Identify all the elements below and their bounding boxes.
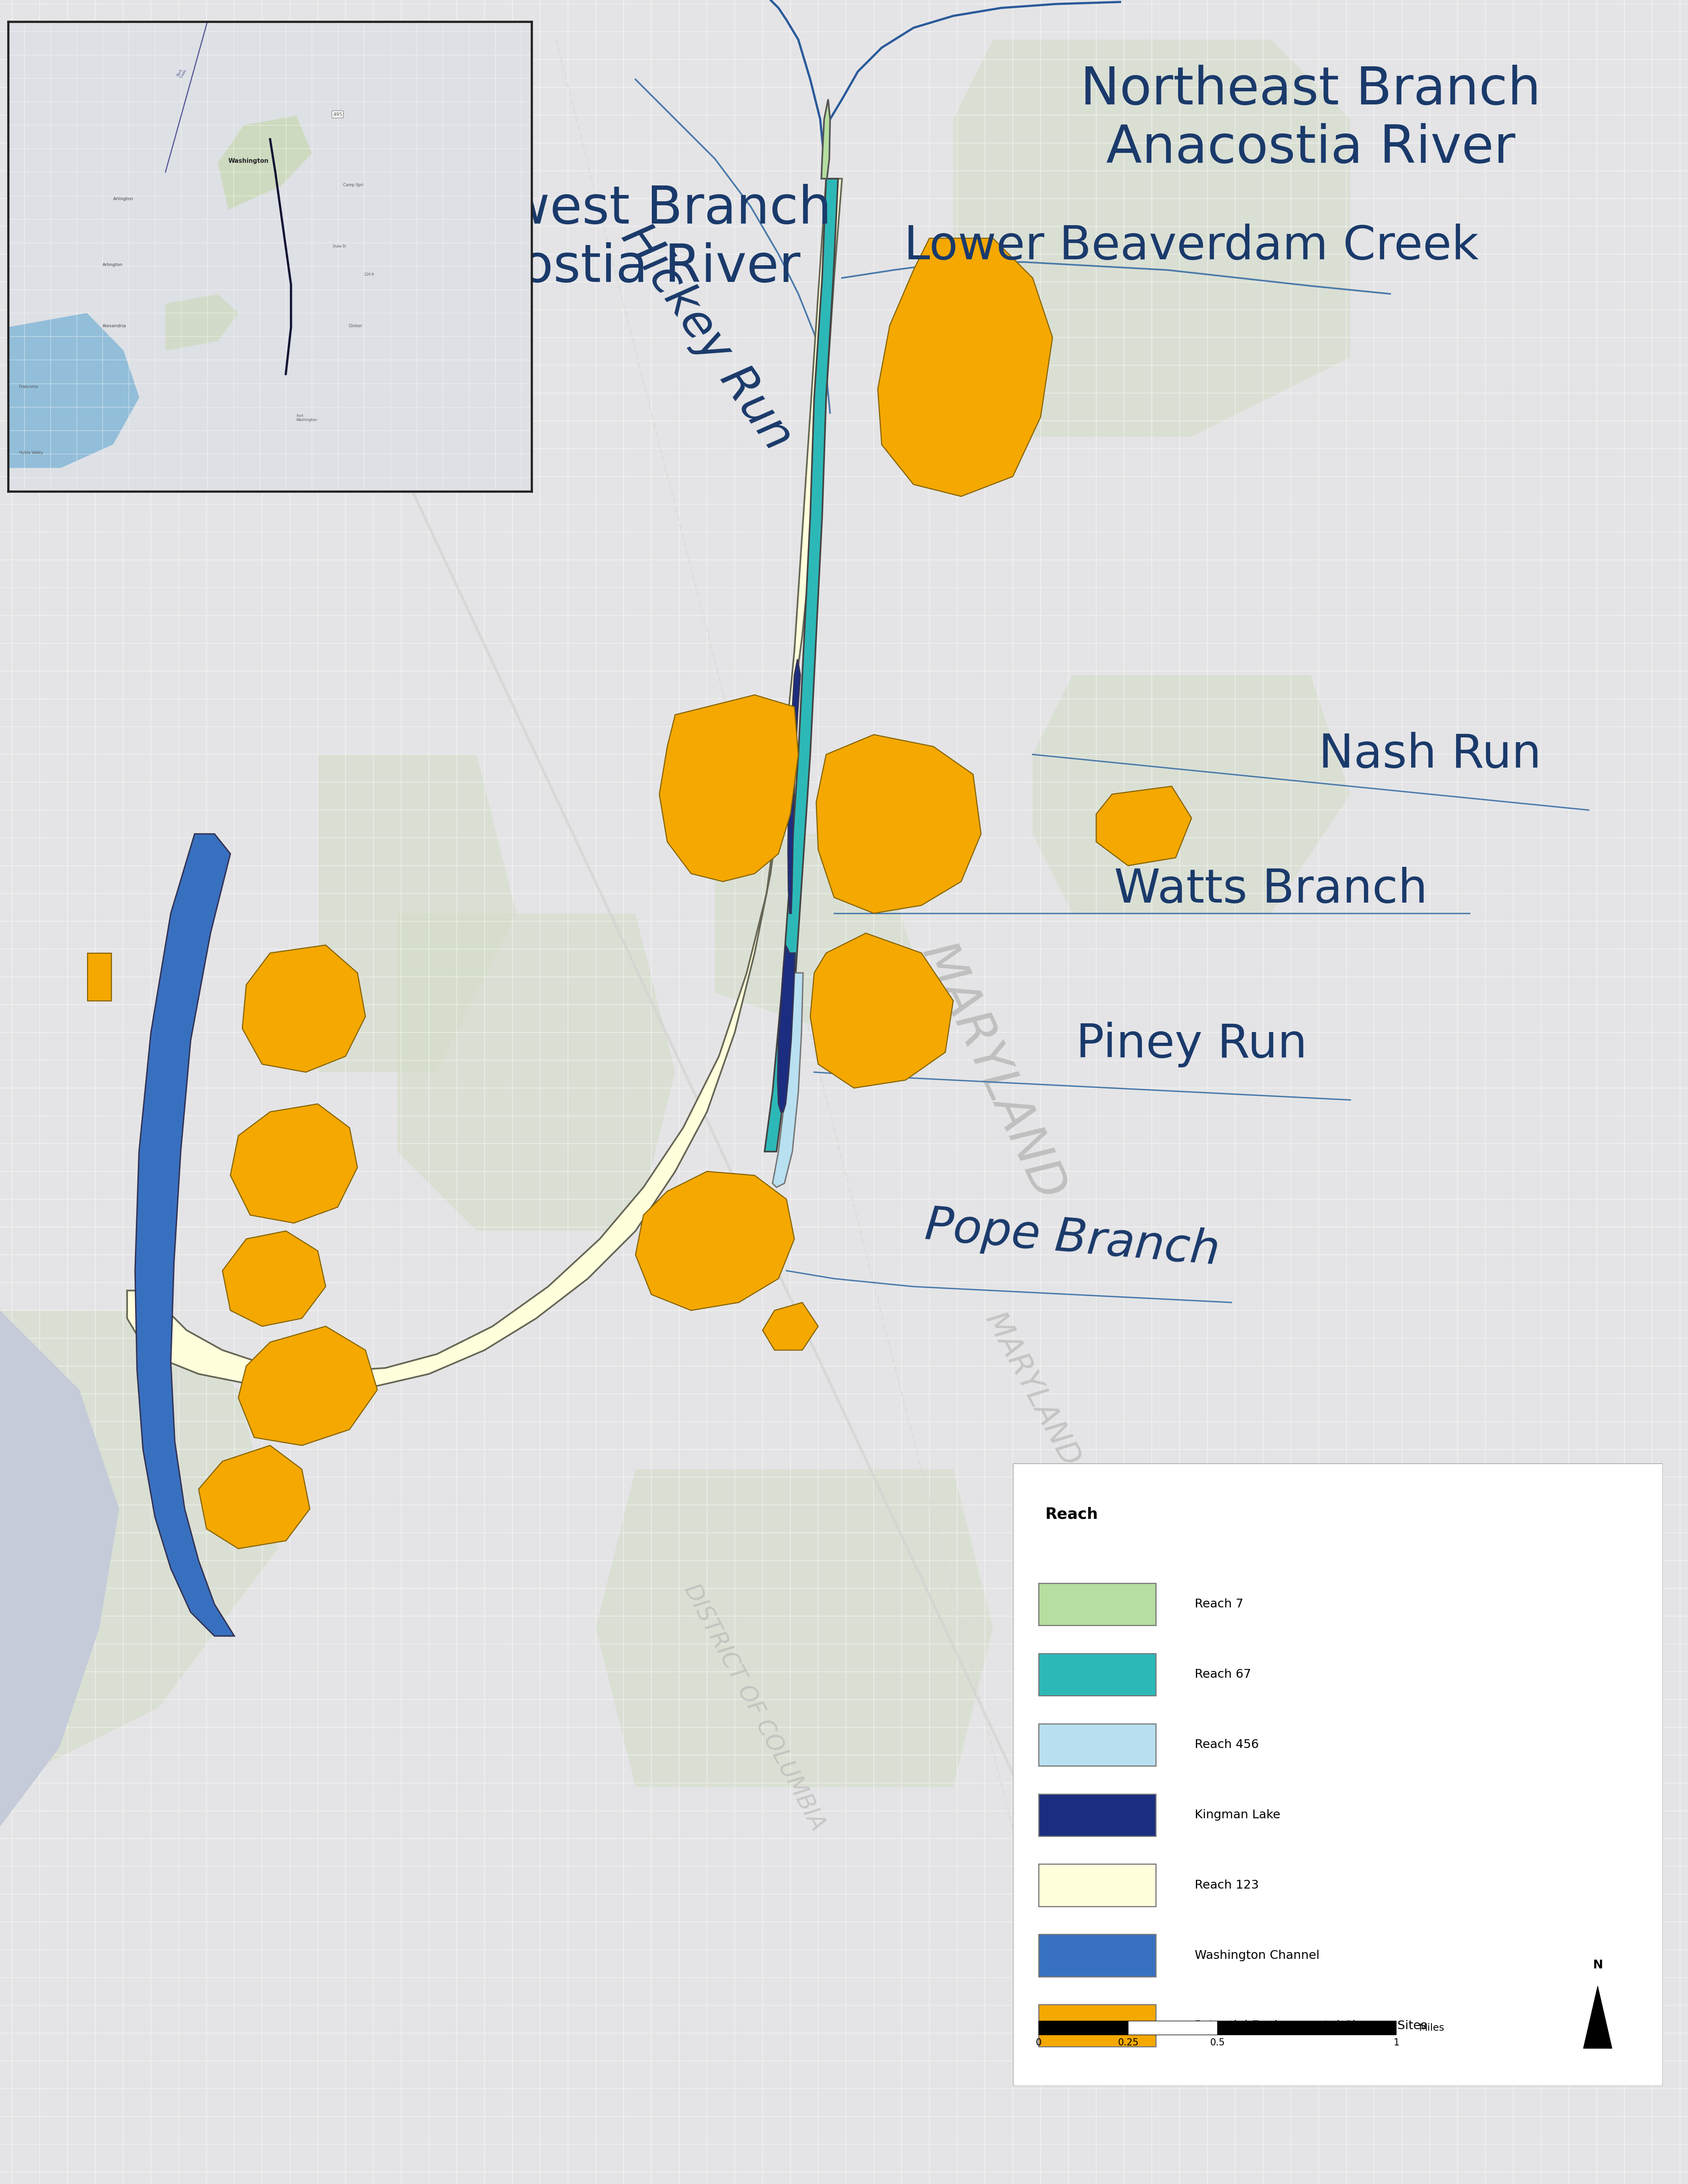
Bar [1038,1723,1156,1767]
Text: Clinton: Clinton [349,323,363,328]
Text: Alexandria: Alexandria [103,323,127,328]
Bar [1217,2020,1396,2035]
Text: Camp Spri: Camp Spri [343,183,363,188]
Polygon shape [810,933,954,1088]
Polygon shape [0,1310,120,2184]
Text: Hybla Valley: Hybla Valley [19,450,42,454]
Bar [1038,2020,1128,2035]
Text: Rock
Creek: Rock Creek [176,68,187,79]
Text: Arlington: Arlington [113,197,133,201]
Text: Reach 7: Reach 7 [1195,1599,1244,1610]
Polygon shape [243,946,365,1072]
Text: Northwest Branch
Anacostia River: Northwest Branch Anacostia River [360,183,832,293]
Text: Franconia: Franconia [19,384,37,389]
Text: MARYLAND: MARYLAND [979,1308,1085,1472]
Polygon shape [317,753,517,1072]
Bar [1038,1583,1156,1625]
Text: MARYLAND: MARYLAND [912,935,1074,1208]
Text: Reach 456: Reach 456 [1195,1738,1259,1749]
Text: 0.5: 0.5 [1210,2038,1225,2046]
Text: 495: 495 [333,111,343,118]
Bar [1038,1653,1156,1695]
Polygon shape [397,913,675,1232]
Polygon shape [88,952,111,1000]
Polygon shape [127,179,842,1389]
Polygon shape [218,116,312,210]
Text: Northeast Branch
Anacostia River: Northeast Branch Anacostia River [1080,66,1541,173]
Polygon shape [0,1310,279,1787]
Polygon shape [954,39,1350,437]
Polygon shape [230,1103,358,1223]
Bar [1128,2020,1217,2035]
Polygon shape [878,238,1053,496]
Bar [1038,1865,1156,1907]
Polygon shape [773,972,803,1188]
Text: Pope Branch: Pope Branch [923,1203,1222,1273]
Polygon shape [765,179,837,1151]
Polygon shape [135,834,235,1636]
Polygon shape [635,1171,795,1310]
Bar [1038,2005,1156,2046]
Bar [1038,1793,1156,1837]
Polygon shape [223,1232,326,1326]
Polygon shape [817,734,981,913]
Text: Potential Environmental Cleanup Sites: Potential Environmental Cleanup Sites [1195,2020,1426,2031]
Polygon shape [1033,675,1350,913]
Polygon shape [1583,1985,1612,2049]
Text: Reach 67: Reach 67 [1195,1669,1251,1679]
Text: 0.25: 0.25 [1117,2038,1139,2046]
Text: 0: 0 [1036,2038,1041,2046]
Text: DISTRICT OF COLUMBIA: DISTRICT OF COLUMBIA [680,1581,829,1835]
Text: Washington Channel: Washington Channel [1195,1950,1320,1961]
Text: Watts Branch: Watts Branch [1114,867,1428,913]
Polygon shape [238,1326,378,1446]
Text: N: N [1593,1959,1602,1970]
Text: Fort
Washington: Fort Washington [297,415,317,422]
Text: Hickey Run: Hickey Run [613,216,802,459]
Text: Reach: Reach [1045,1507,1099,1522]
Polygon shape [788,660,800,913]
Polygon shape [763,1302,819,1350]
Polygon shape [165,295,238,352]
Text: 226 ft: 226 ft [365,273,375,275]
Polygon shape [822,98,830,179]
Text: Lower Beaverdam Creek: Lower Beaverdam Creek [905,223,1479,269]
Text: Nash Run: Nash Run [1318,732,1541,778]
Text: Kingman Lake: Kingman Lake [1195,1808,1281,1821]
Text: Arlington: Arlington [103,262,123,266]
Text: Duke St: Duke St [333,245,346,249]
Polygon shape [596,1470,993,1787]
Text: Reach 123: Reach 123 [1195,1880,1259,1891]
Polygon shape [778,946,795,1112]
Text: Miles: Miles [1420,2022,1445,2033]
Polygon shape [660,695,798,882]
Polygon shape [1096,786,1192,865]
Polygon shape [8,312,138,467]
Polygon shape [199,1446,311,1548]
Text: 1: 1 [1393,2038,1399,2046]
Bar [1038,1935,1156,1977]
Polygon shape [716,834,913,1033]
Text: Piney Run: Piney Run [1075,1022,1307,1068]
Text: Washington: Washington [228,157,268,164]
